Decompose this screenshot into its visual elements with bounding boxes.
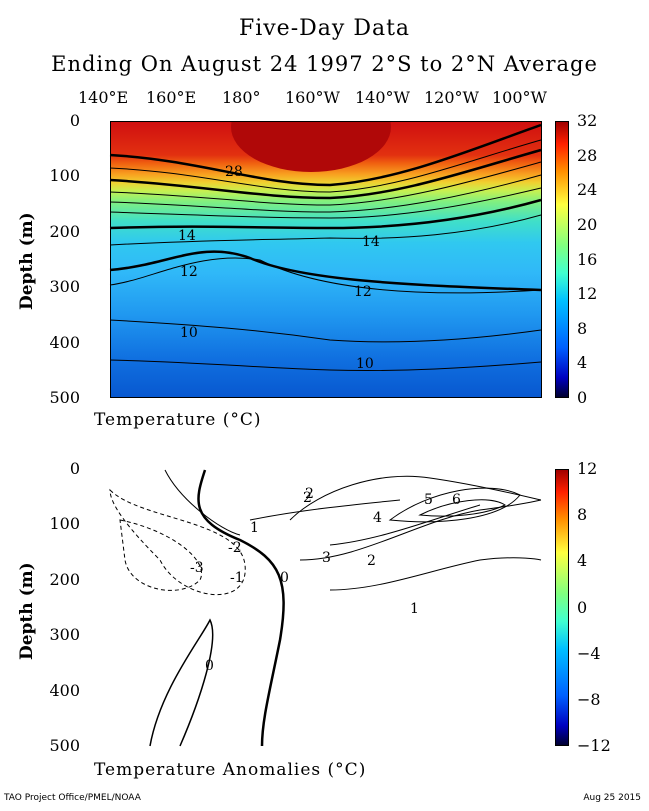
- anomaly-label-2a: 2: [303, 490, 312, 506]
- colorbar-tick-label: 12: [577, 284, 598, 304]
- colorbar-tick-label: −8: [577, 689, 601, 709]
- footer-credit: TAO Project Office/PMEL/NOAA: [4, 793, 141, 803]
- colorbar-tick-label: 0: [577, 388, 588, 407]
- contour-label-14b: 14: [362, 234, 380, 250]
- contour-label-10b: 10: [356, 356, 374, 372]
- lon-label-140e: 140°E: [78, 88, 129, 107]
- colorbar-tick-label: 24: [577, 180, 598, 200]
- anomaly-label-4: 4: [373, 510, 382, 526]
- anomaly-label-neg1: -1: [230, 570, 244, 586]
- contour-label-14a: 14: [178, 228, 196, 244]
- anomaly-label-2c: 2: [305, 486, 314, 502]
- anomaly-label-0b: 0: [205, 658, 214, 674]
- anomaly-label-3: 3: [322, 550, 331, 566]
- contour-label-28: 28: [225, 164, 243, 180]
- anomaly-colorbar: [555, 469, 569, 746]
- depth-tick-label: 500: [49, 388, 80, 407]
- anomaly-label-0a: 0: [280, 570, 289, 586]
- colorbar-tick-label: −12: [577, 736, 611, 755]
- lon-label-140w: 140°W: [355, 88, 410, 107]
- depth-tick-label: 0: [69, 111, 80, 130]
- contour-label-10a: 10: [180, 325, 198, 341]
- x-axis-label-2: Temperature Anomalies (°C): [94, 760, 367, 780]
- colorbar-tick-label: 16: [577, 249, 598, 269]
- anomaly-label-2b: 2: [367, 553, 376, 569]
- colorbar-tick-label: 20: [577, 214, 598, 234]
- depth-tick-label: 400: [49, 680, 80, 700]
- depth-tick-label: 100: [49, 166, 80, 186]
- contour-label-12a: 12: [180, 264, 198, 280]
- temperature-plot: [110, 121, 542, 398]
- y-axis-label-1: Depth (m): [17, 212, 37, 310]
- colorbar-tick-label: 32: [577, 111, 598, 130]
- y-axis-label-2: Depth (m): [17, 562, 37, 660]
- depth-tick-label: 200: [49, 221, 80, 241]
- depth-tick-label: 400: [49, 332, 80, 352]
- depth-tick-label: 0: [69, 459, 80, 478]
- depth-tick-label: 300: [49, 625, 80, 645]
- x-axis-label-1: Temperature (°C): [94, 410, 262, 430]
- anomaly-label-1b: 1: [410, 601, 419, 617]
- lon-label-160w: 160°W: [285, 88, 340, 107]
- lon-label-100w: 100°W: [492, 88, 547, 107]
- chart-subtitle: Ending On August 24 1997 2°S to 2°N Aver…: [51, 52, 598, 76]
- anomaly-label-6: 6: [452, 492, 461, 508]
- lon-label-160e: 160°E: [146, 88, 197, 107]
- depth-tick-label: 300: [49, 277, 80, 297]
- contour-label-12b: 12: [354, 284, 372, 300]
- colorbar-tick-label: 0: [577, 597, 588, 617]
- colorbar-tick-label: 28: [577, 145, 598, 165]
- anomaly-label-5: 5: [424, 492, 433, 508]
- footer-date: Aug 25 2015: [583, 793, 641, 803]
- chart-title: Five-Day Data: [238, 16, 411, 41]
- lon-label-120w: 120°W: [424, 88, 479, 107]
- colorbar-tick-label: 8: [577, 505, 588, 525]
- colorbar-tick-label: 4: [577, 551, 588, 571]
- colorbar-tick-label: 8: [577, 318, 588, 338]
- colorbar-tick-label: 4: [577, 353, 588, 373]
- anomaly-label-neg2: -2: [228, 540, 242, 556]
- colorbar-tick-label: −4: [577, 643, 601, 663]
- temperature-colorbar: [555, 121, 569, 398]
- colorbar-tick-label: 12: [577, 459, 598, 478]
- anomaly-label-neg3: -3: [190, 560, 204, 576]
- depth-tick-label: 100: [49, 514, 80, 534]
- depth-tick-label: 200: [49, 569, 80, 589]
- anomaly-label-1a: 1: [250, 520, 259, 536]
- depth-tick-label: 500: [49, 736, 80, 755]
- lon-label-180: 180°: [222, 88, 261, 107]
